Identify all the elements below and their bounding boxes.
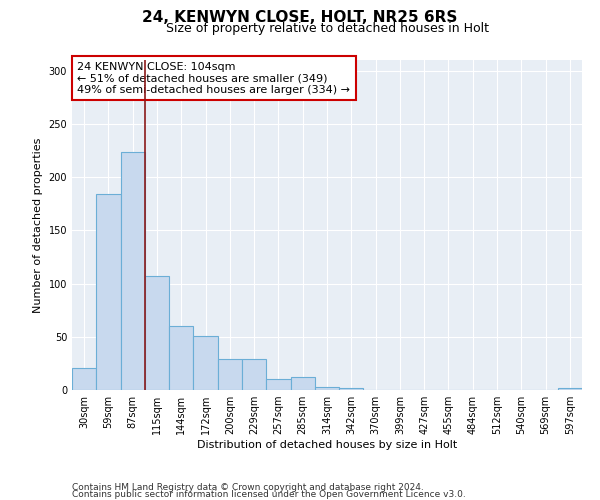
Text: Contains HM Land Registry data © Crown copyright and database right 2024.: Contains HM Land Registry data © Crown c… (72, 484, 424, 492)
Bar (72, 368, 96, 390)
Bar (558, 388, 582, 390)
Bar (290, 377, 315, 390)
Y-axis label: Number of detached properties: Number of detached properties (33, 138, 43, 312)
Bar (315, 387, 339, 390)
Bar (339, 388, 364, 390)
Text: 24 KENWYN CLOSE: 104sqm
← 51% of detached houses are smaller (349)
49% of semi-d: 24 KENWYN CLOSE: 104sqm ← 51% of detache… (77, 62, 350, 95)
Bar (121, 152, 145, 390)
Bar (193, 336, 218, 390)
Bar (218, 359, 242, 390)
Text: 24, KENWYN CLOSE, HOLT, NR25 6RS: 24, KENWYN CLOSE, HOLT, NR25 6RS (142, 10, 458, 25)
Bar (266, 380, 290, 390)
Bar (242, 359, 266, 390)
Title: Size of property relative to detached houses in Holt: Size of property relative to detached ho… (166, 22, 488, 35)
X-axis label: Distribution of detached houses by size in Holt: Distribution of detached houses by size … (197, 440, 457, 450)
Bar (145, 276, 169, 390)
Text: Contains public sector information licensed under the Open Government Licence v3: Contains public sector information licen… (72, 490, 466, 499)
Bar (96, 194, 121, 390)
Bar (169, 326, 193, 390)
